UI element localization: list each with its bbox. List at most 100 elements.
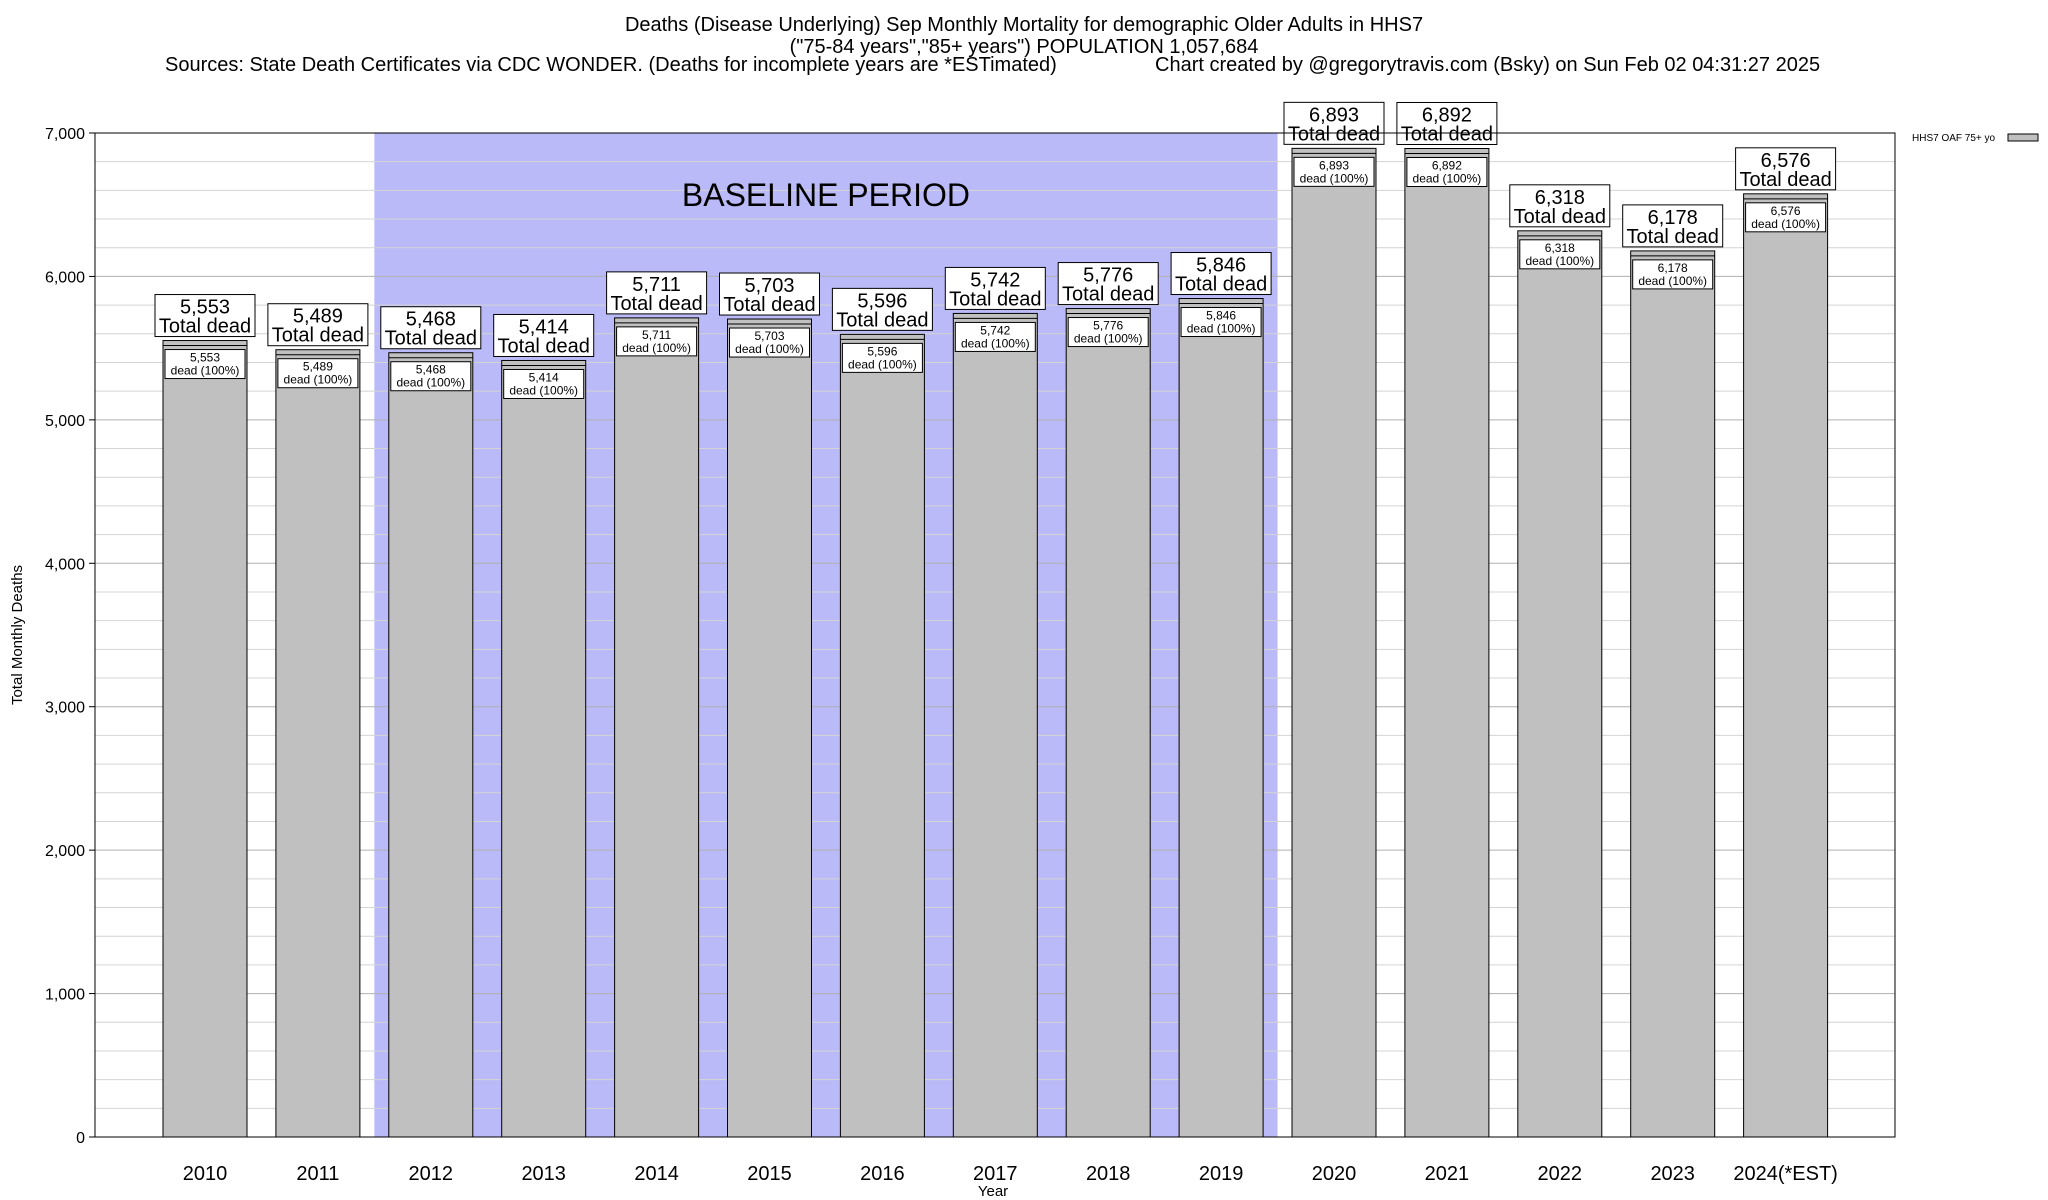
chart-title: Deaths (Disease Underlying) Sep Monthly …	[0, 14, 2048, 58]
total-value-label: 6,178	[1648, 207, 1698, 229]
y-tick-label: 4,000	[45, 556, 85, 573]
total-value-label: 6,892	[1422, 104, 1472, 126]
total-value-label: 5,742	[970, 269, 1020, 291]
total-dead-label: Total dead	[1514, 206, 1606, 228]
inner-label-box	[164, 349, 246, 380]
x-tick-label: 2010	[183, 1163, 228, 1185]
total-dead-label: Total dead	[272, 325, 364, 347]
inner-value-label: 5,596	[867, 344, 897, 358]
bar-2015	[727, 318, 812, 1138]
total-value-label: 5,553	[180, 297, 230, 319]
bar-2023	[1630, 250, 1716, 1138]
inner-value-label: 5,742	[980, 323, 1010, 337]
total-dead-label: Total dead	[1062, 284, 1154, 306]
x-tick-label: 2013	[521, 1163, 566, 1185]
baseline-period-label: BASELINE PERIOD	[682, 177, 970, 213]
inner-value-label: 5,468	[416, 363, 446, 377]
total-label-box	[1283, 101, 1385, 145]
total-label-box	[380, 306, 482, 350]
total-label-box	[719, 272, 820, 316]
inner-label-box	[841, 342, 923, 373]
total-dead-label: Total dead	[1739, 169, 1831, 191]
inner-label-box	[1745, 202, 1827, 233]
x-tick-label: 2021	[1425, 1163, 1470, 1185]
total-dead-label: Total dead	[1175, 274, 1267, 296]
inner-label-box	[729, 327, 810, 358]
inner-percent-label: dead (100%)	[1638, 274, 1707, 288]
total-value-label: 6,893	[1309, 104, 1359, 126]
x-tick-label: 2015	[747, 1163, 792, 1185]
inner-value-label: 5,553	[190, 351, 220, 365]
bar-2012	[388, 352, 474, 1138]
y-tick-label: 5,000	[45, 413, 85, 430]
total-value-label: 5,414	[519, 316, 569, 338]
x-tick-label: 2024(*EST)	[1733, 1163, 1838, 1185]
total-label-box	[1735, 147, 1837, 191]
x-tick-label: 2014	[634, 1163, 679, 1185]
x-tick-label: 2012	[409, 1163, 454, 1185]
total-value-label: 5,776	[1083, 265, 1133, 287]
total-label-box	[606, 271, 708, 315]
inner-label-box	[277, 358, 359, 389]
bar-2017	[952, 312, 1038, 1138]
inner-value-label: 6,892	[1432, 158, 1462, 172]
inner-percent-label: dead (100%)	[1413, 171, 1482, 185]
inner-value-label: 6,893	[1319, 158, 1349, 172]
total-dead-label: Total dead	[498, 335, 590, 357]
inner-value-label: 5,776	[1093, 319, 1123, 333]
inner-value-label: 6,576	[1771, 204, 1801, 218]
inner-percent-label: dead (100%)	[1300, 171, 1369, 185]
x-tick-label: 2017	[973, 1163, 1018, 1185]
inner-label-box	[503, 368, 585, 399]
x-tick-label: 2022	[1538, 1163, 1583, 1185]
total-value-label: 6,318	[1535, 187, 1585, 209]
total-label-box	[154, 294, 256, 338]
inner-label-box	[390, 361, 472, 392]
total-dead-label: Total dead	[385, 328, 477, 350]
inner-percent-label: dead (100%)	[1751, 217, 1820, 231]
chart-title-line-2: ("75-84 years","85+ years") POPULATION 1…	[789, 36, 1259, 58]
inner-label-box	[1632, 259, 1714, 290]
total-dead-label: Total dead	[610, 293, 702, 315]
y-tick-label: 0	[76, 1130, 85, 1147]
x-tick-label: 2019	[1199, 1163, 1244, 1185]
chart-credit: Chart created by @gregorytravis.com (Bsk…	[1155, 54, 1821, 76]
total-label-box	[831, 287, 933, 331]
inner-label-box	[1519, 239, 1601, 270]
y-tick-label: 7,000	[45, 126, 85, 143]
total-dead-label: Total dead	[1627, 226, 1719, 248]
total-dead-label: Total dead	[159, 316, 251, 338]
total-value-label: 6,576	[1761, 150, 1811, 172]
total-label-box	[1622, 204, 1724, 248]
total-value-label: 5,703	[744, 275, 794, 297]
total-label-box	[267, 303, 369, 347]
total-label-box	[1170, 252, 1272, 296]
y-tick-label: 2,000	[45, 843, 85, 860]
bar-2020	[1291, 147, 1377, 1138]
inner-percent-label: dead (100%)	[1187, 322, 1256, 336]
inner-percent-label: dead (100%)	[284, 373, 353, 387]
y-tick-label: 6,000	[45, 269, 85, 286]
y-tick-label: 1,000	[45, 987, 85, 1004]
total-value-label: 5,711	[632, 274, 681, 296]
bar-2018	[1065, 308, 1151, 1138]
y-tick-label: 3,000	[45, 700, 85, 717]
chart-title-line-1: Deaths (Disease Underlying) Sep Monthly …	[624, 14, 1424, 36]
total-label-box	[493, 313, 595, 357]
total-dead-label: Total dead	[949, 288, 1041, 310]
bar-2010	[162, 340, 248, 1138]
chart-sources: Sources: State Death Certificates via CD…	[165, 54, 1057, 76]
inner-percent-label: dead (100%)	[1525, 254, 1594, 268]
x-tick-label: 2011	[296, 1163, 339, 1185]
total-value-label: 5,846	[1196, 255, 1246, 277]
inner-value-label: 5,711	[642, 328, 671, 342]
inner-label-box	[1067, 317, 1149, 348]
x-tick-label: 2023	[1650, 1163, 1695, 1185]
bar-2019	[1178, 298, 1264, 1138]
bar-2021	[1404, 147, 1490, 1138]
inner-percent-label: dead (100%)	[396, 376, 465, 390]
total-value-label: 5,489	[293, 306, 343, 328]
bar-2011	[275, 349, 361, 1138]
plot-frame	[94, 132, 1896, 1138]
